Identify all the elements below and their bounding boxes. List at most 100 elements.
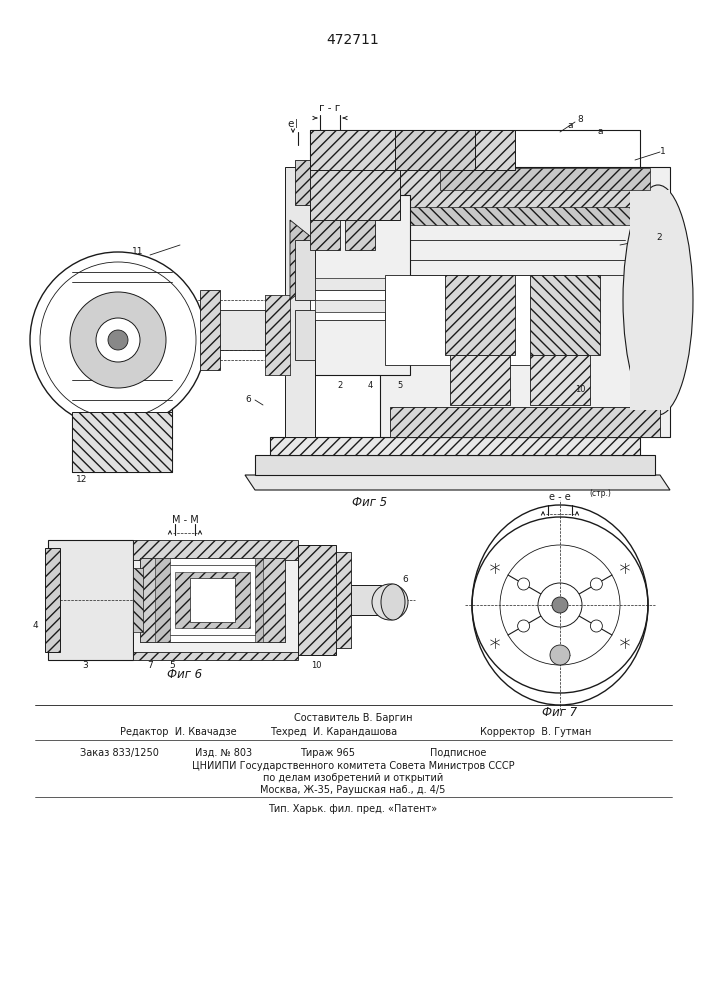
- Bar: [140, 558, 165, 642]
- Text: Заказ 833/1250: Заказ 833/1250: [80, 748, 159, 758]
- Text: 11: 11: [132, 247, 143, 256]
- Text: 2: 2: [337, 380, 343, 389]
- Bar: [310, 290, 385, 320]
- Bar: [155, 558, 170, 642]
- Bar: [133, 545, 298, 655]
- Bar: [395, 207, 645, 225]
- Bar: [336, 552, 351, 648]
- Bar: [255, 558, 263, 642]
- Bar: [133, 652, 298, 660]
- Polygon shape: [210, 310, 265, 350]
- Bar: [210, 310, 265, 350]
- Text: е: е: [288, 119, 294, 129]
- Bar: [475, 130, 515, 170]
- Circle shape: [518, 578, 530, 590]
- Text: 10: 10: [575, 385, 585, 394]
- Circle shape: [500, 545, 620, 665]
- Bar: [285, 167, 315, 437]
- Text: 7: 7: [147, 662, 153, 670]
- Bar: [285, 167, 315, 437]
- Bar: [315, 300, 385, 312]
- Text: Корректор  В. Гутман: Корректор В. Гутман: [480, 727, 591, 737]
- Bar: [310, 220, 340, 250]
- Text: 5: 5: [169, 662, 175, 670]
- Circle shape: [590, 620, 602, 632]
- Circle shape: [590, 578, 602, 590]
- Bar: [200, 290, 220, 370]
- Circle shape: [30, 252, 206, 428]
- Text: ЦНИИПИ Государственного комитета Совета Министров СССР: ЦНИИПИ Государственного комитета Совета …: [192, 761, 514, 771]
- Bar: [445, 275, 515, 355]
- Bar: [630, 190, 670, 410]
- Bar: [140, 558, 285, 642]
- Text: Тираж 965: Тираж 965: [300, 748, 355, 758]
- Text: Редактор  И. Квачадзе: Редактор И. Квачадзе: [120, 727, 237, 737]
- Text: 6: 6: [245, 395, 251, 404]
- Text: Подписное: Подписное: [430, 748, 486, 758]
- Text: Составитель В. Баргин: Составитель В. Баргин: [293, 713, 412, 723]
- Bar: [395, 170, 645, 210]
- Text: 5: 5: [397, 380, 402, 389]
- Bar: [270, 437, 640, 455]
- Text: 10: 10: [311, 662, 321, 670]
- Bar: [380, 167, 670, 437]
- Bar: [45, 548, 60, 652]
- Bar: [265, 295, 290, 375]
- Bar: [133, 568, 143, 632]
- Text: а: а: [597, 127, 603, 136]
- Bar: [530, 355, 590, 405]
- Bar: [298, 545, 336, 655]
- Text: г - г: г - г: [320, 103, 341, 113]
- Circle shape: [96, 318, 140, 362]
- Bar: [290, 195, 410, 375]
- Text: по делам изобретений и открытий: по делам изобретений и открытий: [263, 773, 443, 783]
- Text: 12: 12: [76, 476, 88, 485]
- Text: М - М: М - М: [172, 515, 199, 525]
- Circle shape: [74, 296, 162, 384]
- Bar: [190, 578, 235, 622]
- Circle shape: [538, 583, 582, 627]
- Text: Техред  И. Карандашова: Техред И. Карандашова: [270, 727, 397, 737]
- Text: е - е: е - е: [549, 492, 571, 502]
- Text: Изд. № 803: Изд. № 803: [195, 748, 252, 758]
- Polygon shape: [265, 295, 290, 375]
- Bar: [385, 275, 565, 365]
- Circle shape: [518, 620, 530, 632]
- Text: 8: 8: [577, 115, 583, 124]
- Bar: [175, 572, 250, 628]
- Bar: [295, 160, 310, 205]
- Bar: [295, 310, 315, 360]
- Circle shape: [40, 262, 196, 418]
- Text: а: а: [567, 121, 573, 130]
- Bar: [48, 540, 133, 660]
- Text: Тип. Харьк. фил. пред. «Патент»: Тип. Харьк. фил. пред. «Патент»: [269, 804, 438, 814]
- Bar: [390, 407, 660, 437]
- Bar: [72, 412, 172, 472]
- Bar: [395, 130, 480, 170]
- Text: 1: 1: [660, 147, 666, 156]
- Ellipse shape: [623, 185, 693, 415]
- Text: 6: 6: [402, 576, 408, 584]
- Text: 4: 4: [33, 620, 38, 630]
- Bar: [48, 540, 133, 660]
- Circle shape: [108, 330, 128, 350]
- Text: 4: 4: [368, 380, 373, 389]
- Text: 2: 2: [656, 233, 662, 242]
- Text: Фиг 7: Фиг 7: [542, 706, 578, 720]
- Text: (стр.): (стр.): [589, 488, 611, 497]
- Bar: [440, 168, 650, 190]
- Bar: [72, 277, 172, 472]
- Bar: [260, 558, 285, 642]
- Circle shape: [552, 597, 568, 613]
- Bar: [310, 160, 400, 220]
- Bar: [165, 565, 260, 635]
- Polygon shape: [245, 475, 670, 490]
- Bar: [351, 585, 381, 615]
- Bar: [450, 355, 510, 405]
- Circle shape: [372, 584, 408, 620]
- Text: 472711: 472711: [327, 33, 380, 47]
- Bar: [315, 278, 385, 290]
- Circle shape: [472, 517, 648, 693]
- Circle shape: [70, 292, 166, 388]
- Ellipse shape: [381, 584, 405, 620]
